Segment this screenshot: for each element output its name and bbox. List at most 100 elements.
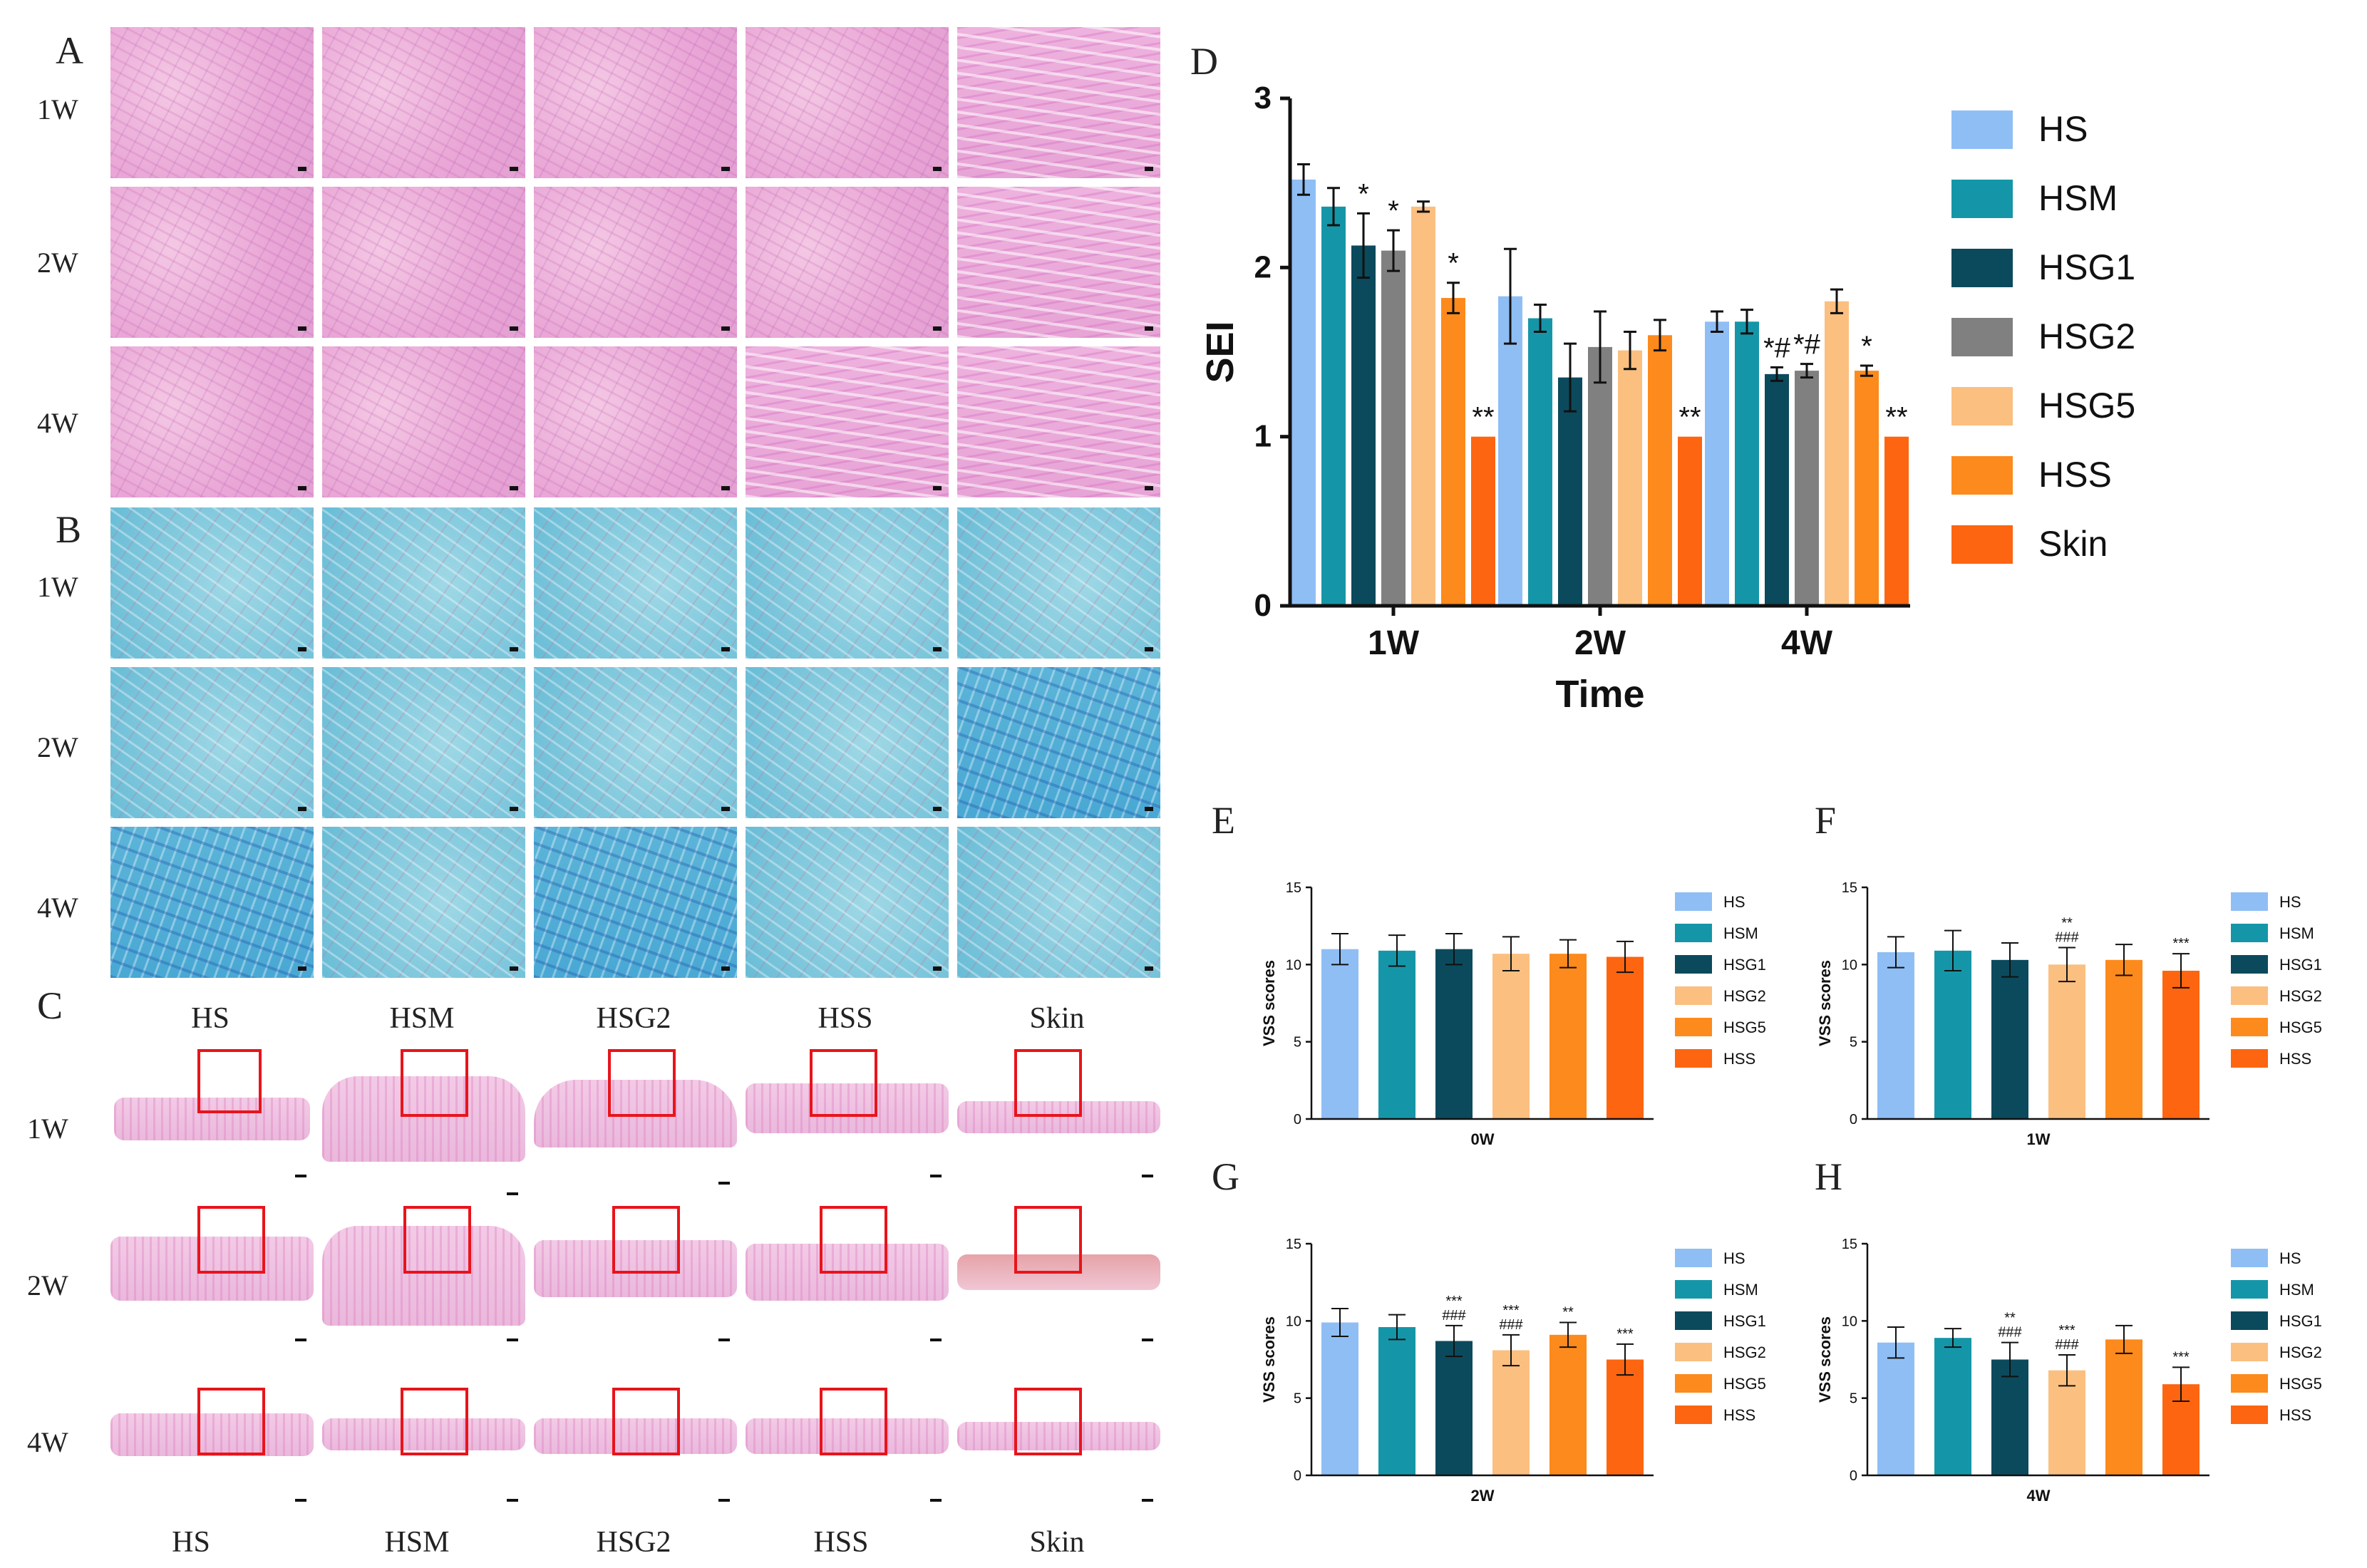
legend-label: HSG5 <box>2279 1375 2322 1393</box>
masson-micrograph <box>534 667 737 818</box>
legend-swatch <box>1951 318 2013 356</box>
y-tick-label: 15 <box>1286 1237 1301 1252</box>
panel-label-f: F <box>1815 799 1837 842</box>
legend-swatch <box>1675 924 1712 942</box>
x-axis-label: 1W <box>2027 1130 2051 1148</box>
legend-swatch <box>1675 955 1712 974</box>
y-tick-label: 0 <box>1850 1468 1857 1484</box>
region-box <box>608 1049 676 1117</box>
significance-mark: ** <box>1562 1305 1574 1321</box>
masson-micrograph <box>110 827 314 978</box>
he-micrograph <box>322 187 525 338</box>
legend-swatch <box>2231 986 2268 1005</box>
bar <box>1607 1359 1644 1475</box>
legend-swatch <box>1675 1249 1712 1267</box>
row-label-4w: 4W <box>27 1426 68 1458</box>
bar <box>1378 1327 1415 1475</box>
legend-label: Skin <box>2038 524 2108 564</box>
y-tick-label: 5 <box>1294 1035 1301 1051</box>
legend-swatch <box>2231 955 2268 974</box>
legend-swatch <box>2231 892 2268 911</box>
bar <box>2048 964 2085 1119</box>
legend-label: HSS <box>1723 1406 1755 1424</box>
legend-label: HSG5 <box>2279 1018 2322 1036</box>
row-label-1w: 1W <box>37 571 78 603</box>
legend-swatch <box>2231 924 2268 942</box>
panel-label-b: B <box>56 508 82 551</box>
legend-swatch <box>1675 1018 1712 1036</box>
he-micrograph <box>957 346 1160 497</box>
x-axis-label: 4W <box>2027 1487 2051 1505</box>
masson-micrograph <box>957 667 1160 818</box>
bar <box>1498 296 1522 606</box>
significance-mark: ### <box>2055 1337 2079 1353</box>
y-tick-label: 3 <box>1254 81 1272 115</box>
tissue-section <box>957 1205 1160 1347</box>
he-micrograph <box>957 187 1160 338</box>
bar <box>1705 321 1729 606</box>
legend-label: HSG2 <box>2279 1343 2322 1361</box>
tissue-section <box>322 1048 525 1201</box>
y-tick-label: 2 <box>1254 249 1272 284</box>
column-label-bottom: HS <box>172 1526 210 1559</box>
legend-swatch <box>1675 1405 1712 1424</box>
bar <box>1381 250 1406 606</box>
significance-mark: *** <box>1445 1294 1463 1309</box>
region-box <box>401 1049 468 1117</box>
bar <box>1441 298 1465 606</box>
significance-mark: *# <box>1793 329 1821 361</box>
he-micrograph <box>110 346 314 497</box>
he-micrograph <box>534 346 737 497</box>
tissue-section <box>746 1205 949 1347</box>
significance-mark: * <box>1861 331 1872 362</box>
legend-label: HSG1 <box>2279 956 2322 974</box>
significance-mark: ### <box>2055 930 2079 946</box>
panel-label-g: G <box>1212 1155 1239 1198</box>
region-box <box>197 1049 262 1113</box>
bar <box>1321 1322 1358 1475</box>
y-tick-label: 10 <box>1842 957 1857 973</box>
significance-mark: *** <box>1502 1303 1520 1319</box>
bar <box>1558 377 1582 606</box>
panel-label-e: E <box>1212 799 1235 842</box>
bar <box>1877 1342 1914 1475</box>
x-axis-label: 2W <box>1471 1487 1495 1505</box>
legend-swatch <box>1675 986 1712 1005</box>
bar <box>1934 1338 1971 1475</box>
legend-swatch <box>1675 1049 1712 1068</box>
tissue-section <box>746 1048 949 1183</box>
significance-mark: *** <box>2172 936 2190 951</box>
legend-label: HSM <box>2279 1281 2314 1299</box>
column-label-bottom: HSS <box>813 1526 869 1559</box>
bar <box>1321 206 1346 606</box>
significance-mark: ### <box>1998 1325 2022 1341</box>
row-label-1w: 1W <box>27 1113 68 1145</box>
masson-micrograph <box>746 827 949 978</box>
legend-label: HSG1 <box>1723 956 1766 974</box>
column-label-bottom: HSG2 <box>596 1526 671 1559</box>
y-tick-label: 5 <box>1850 1035 1857 1051</box>
bar <box>1607 956 1644 1119</box>
masson-micrograph <box>957 827 1160 978</box>
bar <box>1678 436 1702 606</box>
legend-label: HSM <box>2279 924 2314 942</box>
y-tick-label: 0 <box>1850 1112 1857 1128</box>
bar <box>1884 436 1909 606</box>
y-axis-label: SEI <box>1199 321 1242 383</box>
masson-micrograph <box>322 827 525 978</box>
bar <box>1435 949 1473 1119</box>
legend-swatch <box>2231 1049 2268 1068</box>
tissue-section <box>957 1386 1160 1507</box>
legend-label: HSS <box>2038 455 2112 495</box>
legend-label: HSS <box>1723 1050 1755 1068</box>
y-tick-label: 10 <box>1286 957 1301 973</box>
bar <box>2105 959 2142 1119</box>
y-tick-label: 0 <box>1294 1468 1301 1484</box>
bar <box>1825 301 1849 606</box>
y-tick-label: 15 <box>1842 880 1857 896</box>
legend-label: HS <box>2279 893 2301 911</box>
legend-swatch <box>1675 892 1712 911</box>
significance-mark: ** <box>1472 402 1494 433</box>
